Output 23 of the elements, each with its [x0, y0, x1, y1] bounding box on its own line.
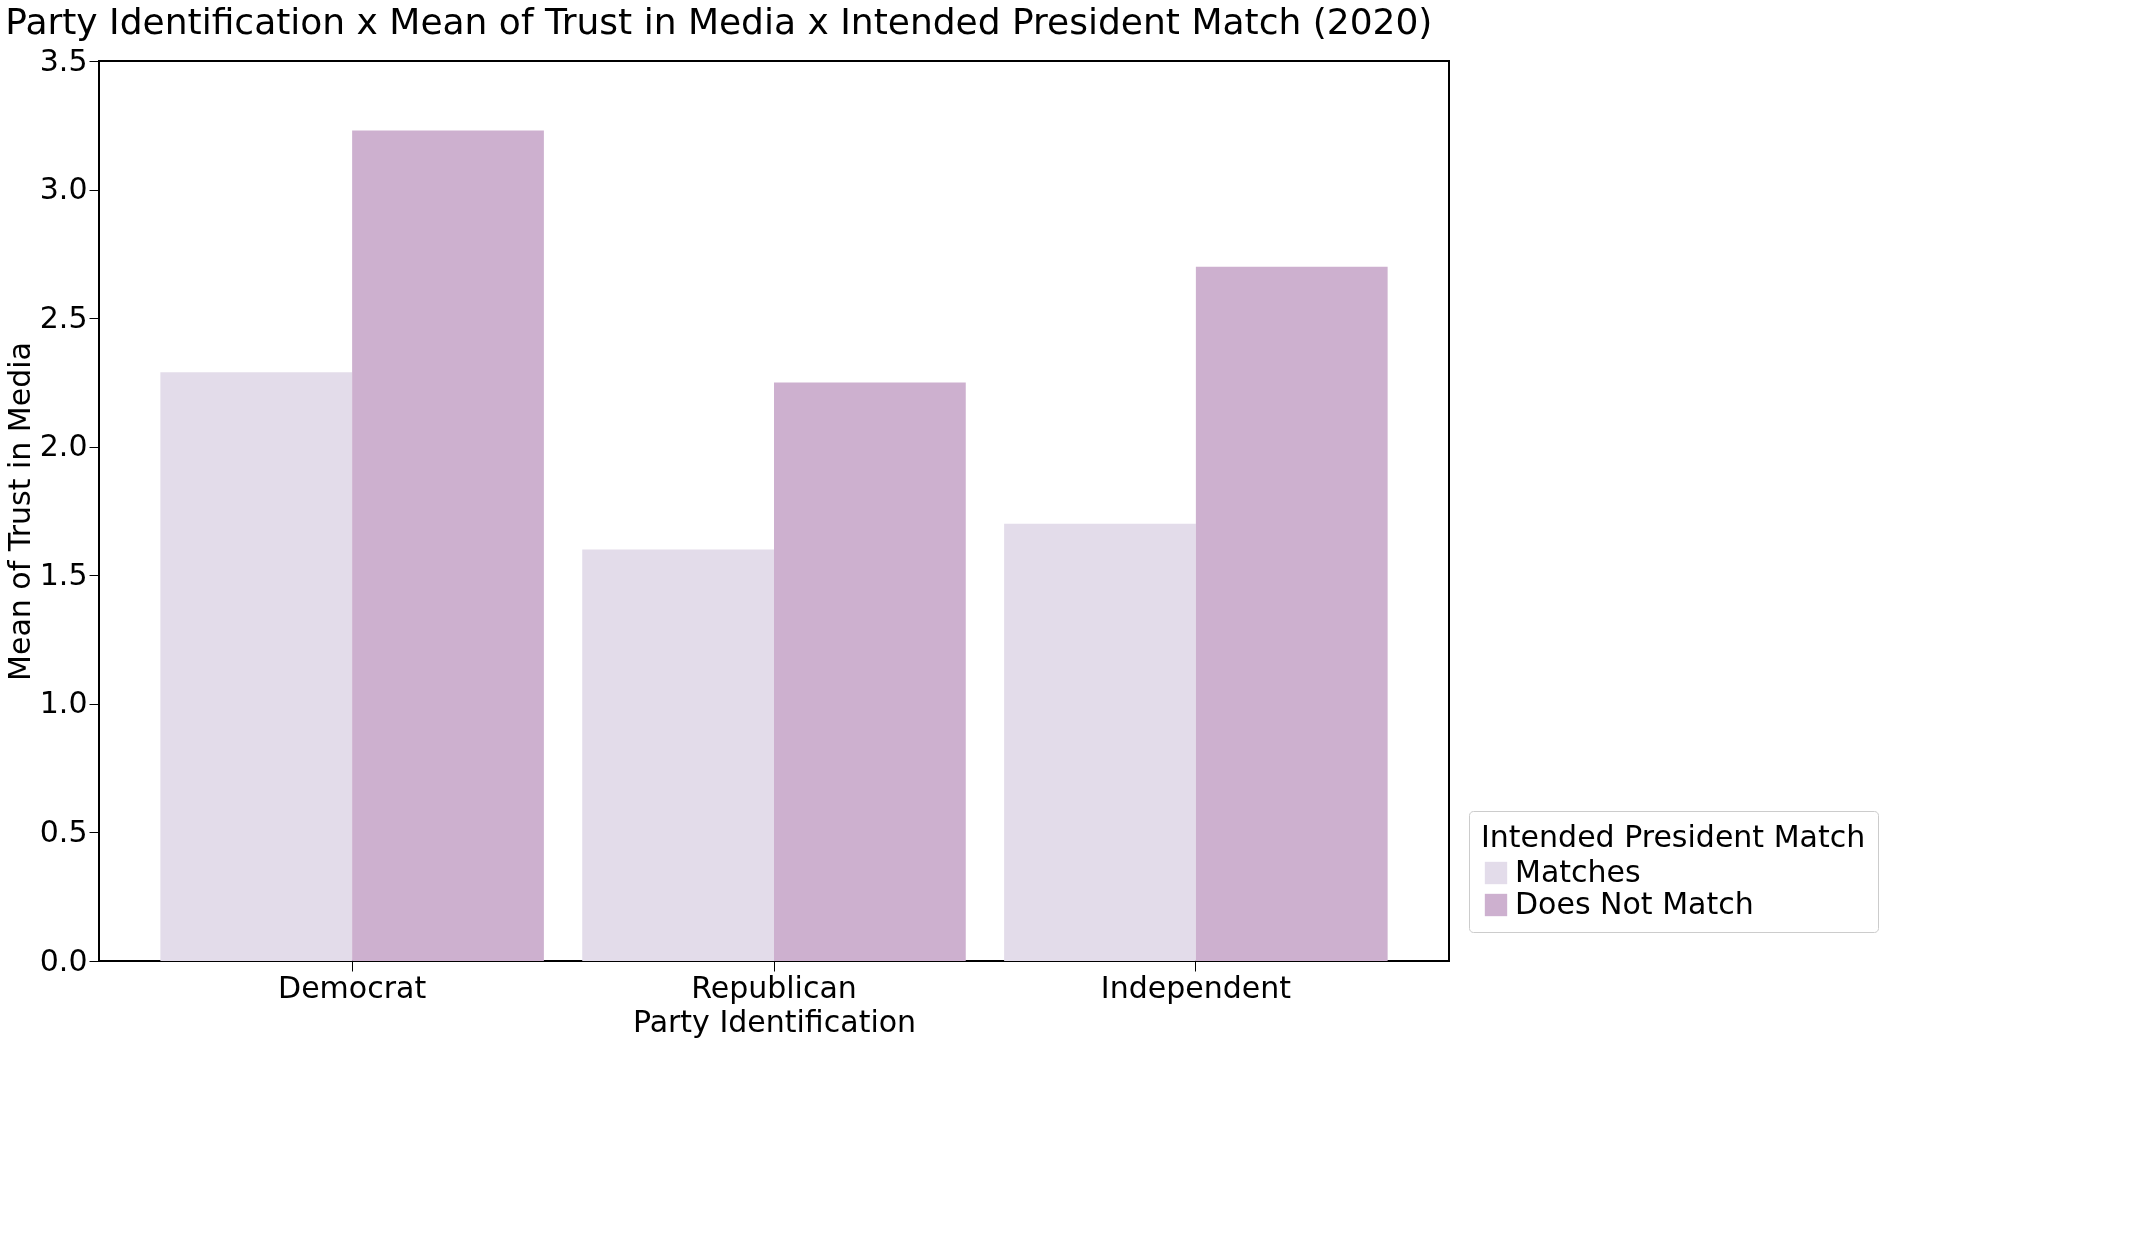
- bar: [1195, 266, 1388, 961]
- y-tick-label: 1.5: [39, 556, 88, 592]
- y-tick-label: 0.5: [39, 813, 88, 849]
- bar: [352, 130, 544, 961]
- y-tick-label: 1.0: [39, 685, 88, 721]
- bar: [582, 549, 774, 961]
- y-tick-label: 2.5: [39, 299, 88, 335]
- legend-title: Intended President Match: [1481, 819, 1866, 854]
- legend-label: Matches: [1515, 854, 1641, 889]
- bar: [160, 372, 353, 961]
- x-tick-label: Republican: [691, 969, 857, 1005]
- y-tick-label: 3.5: [39, 42, 88, 78]
- y-tick-label: 0.0: [39, 942, 88, 978]
- bar: [1004, 523, 1196, 961]
- x-tick-label: Democrat: [278, 969, 427, 1005]
- y-tick-label: 3.0: [39, 171, 88, 207]
- x-tick-label: Independent: [1100, 969, 1292, 1005]
- y-tick-label: 2.0: [39, 428, 88, 464]
- chart-title: Party Identification x Mean of Trust in Media x Intended President Match (2020): [5, 1, 1433, 42]
- x-axis-title: Party Identification: [632, 1003, 917, 1039]
- y-axis-title: Mean of Trust in Media: [1, 342, 37, 681]
- legend-label: Does Not Match: [1515, 886, 1754, 921]
- bar: [774, 382, 966, 961]
